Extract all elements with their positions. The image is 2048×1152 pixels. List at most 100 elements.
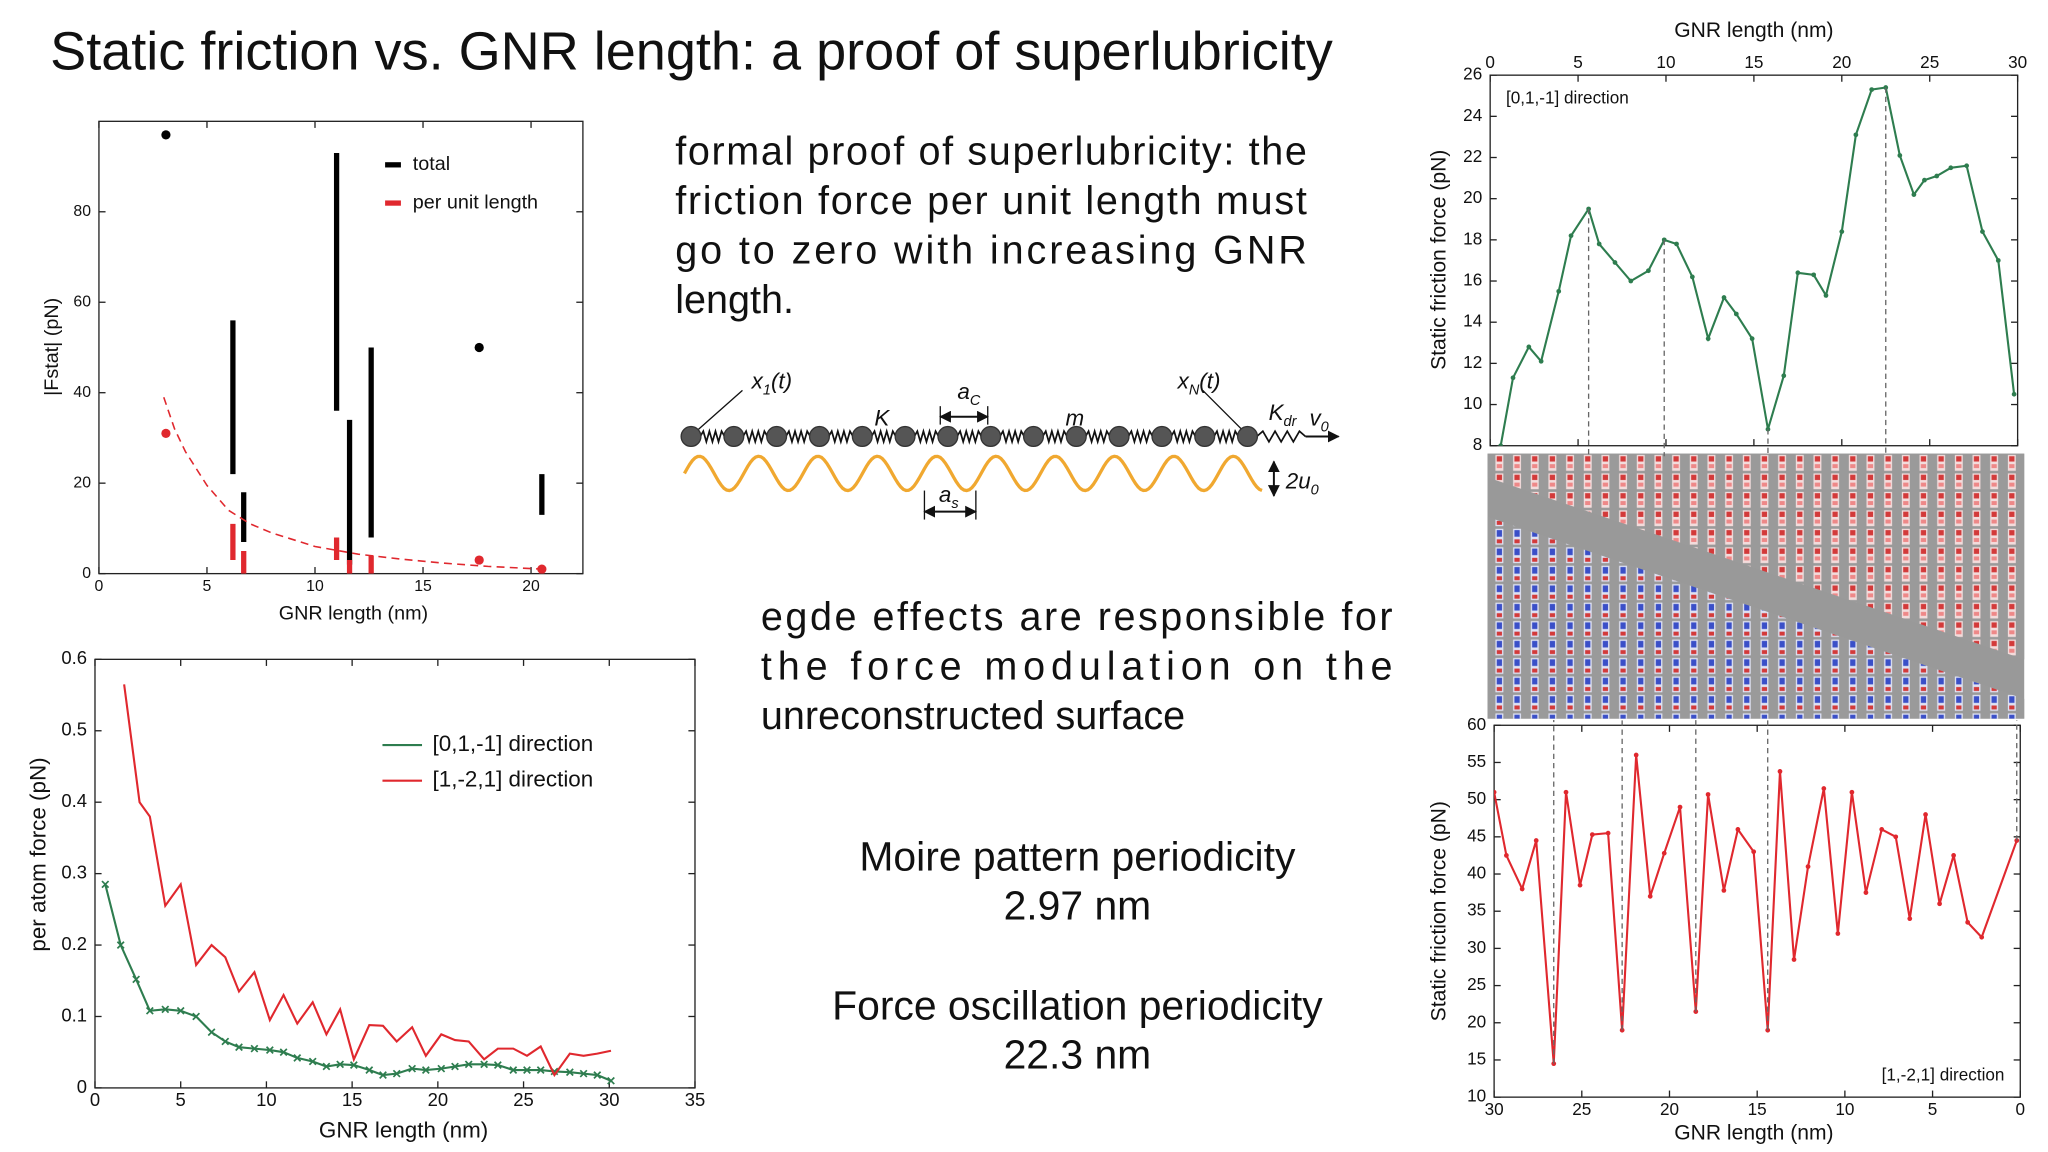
y-tick-label: 26 [1463, 64, 1482, 84]
paragraph-line: formal proof of superlubricity: the [675, 130, 1307, 174]
spring [1256, 429, 1307, 444]
diagram-label: as [939, 482, 959, 512]
marker [1823, 293, 1829, 298]
label-main: x [751, 368, 764, 393]
x-tick-label: 5 [203, 578, 212, 595]
x-tick-label: 25 [1572, 1099, 1591, 1119]
marker [1646, 268, 1651, 274]
marker [1934, 173, 1940, 179]
plot-frame [98, 120, 584, 575]
marker [2011, 391, 2017, 397]
y-tick-label: 0 [77, 1076, 87, 1097]
x-tick-label: 30 [1485, 1099, 1504, 1119]
oscillation-value: 22.3 nm [1004, 1031, 1152, 1077]
marker [1705, 792, 1711, 797]
substrate-wave [682, 454, 1263, 493]
marker [1869, 87, 1875, 92]
marker [480, 1060, 489, 1069]
marker [1853, 132, 1859, 138]
marker [207, 1028, 216, 1037]
marker [279, 1048, 288, 1057]
atom [894, 425, 916, 448]
label-main: a [939, 482, 951, 507]
paragraph-line: length. [675, 278, 794, 322]
marker [1911, 192, 1917, 197]
marker [1628, 278, 1634, 284]
marker [1689, 274, 1695, 280]
marker [1735, 827, 1741, 832]
label-main: m [1066, 405, 1085, 430]
paragraph-line: the force modulation on the [761, 645, 1393, 689]
spring [1084, 428, 1111, 445]
plot-area [101, 684, 615, 1085]
annotation: [0,1,-1] direction [1506, 87, 1629, 107]
y-tick-label: 20 [73, 474, 91, 491]
marker [250, 1044, 259, 1053]
marker [1951, 853, 1956, 858]
marker [593, 1071, 602, 1079]
marker [421, 1066, 430, 1074]
diagram-label: xN(t) [1177, 368, 1221, 398]
chart: 0 5 10 15 20 25 30 8 10 12 14 16 18 20 22 24 26 GNR lengt… [1428, 19, 2027, 457]
marker [1805, 864, 1811, 869]
marker [1612, 260, 1618, 265]
y-tick-label: 16 [1463, 270, 1482, 290]
diagram-label: v0 [1309, 405, 1328, 435]
x-tick-label: 20 [428, 1089, 449, 1110]
y-tick-label: 15 [1467, 1048, 1486, 1068]
marker [1791, 957, 1797, 962]
moire-value: 2.97 nm [1004, 882, 1152, 928]
x-tick-label: 15 [414, 578, 432, 595]
plot-frame [1493, 724, 2021, 1098]
label-sub: 0 [1311, 482, 1319, 498]
y-tick-label: 50 [1467, 788, 1486, 808]
marker [1733, 311, 1739, 317]
marker [493, 1061, 502, 1069]
x-axis-label: GNR length (nm) [1674, 1122, 1833, 1145]
atom [1108, 425, 1130, 448]
marker [265, 1046, 274, 1054]
x-tick-label: 5 [176, 1089, 186, 1110]
y-tick-label: 0.1 [61, 1004, 87, 1025]
y-tick-label: 30 [1467, 937, 1486, 957]
x-tick-label: 10 [256, 1089, 277, 1110]
marker [1677, 804, 1683, 810]
marker [1526, 344, 1532, 350]
x-tick-label: 0 [1485, 52, 1495, 72]
marker [1504, 853, 1509, 858]
marker [1751, 849, 1757, 855]
atom [808, 425, 831, 448]
marker [1879, 827, 1885, 832]
marker [1577, 882, 1583, 888]
y-tick-label: 0.4 [61, 790, 87, 811]
marker [437, 1064, 446, 1073]
marker [365, 1066, 374, 1074]
marker [523, 1066, 531, 1074]
spring [742, 428, 769, 445]
marker [451, 1062, 459, 1071]
marker [1849, 789, 1855, 795]
y-axis-label: Static friction force (pN) [1428, 801, 1451, 1021]
fit-curve [163, 396, 542, 570]
marker [336, 1060, 345, 1069]
atom [980, 425, 1002, 448]
marker [1821, 786, 1827, 791]
y-tick-label: 8 [1473, 434, 1483, 454]
label-main: K [874, 405, 890, 430]
atom [1022, 425, 1045, 448]
moire-image [1487, 453, 2025, 719]
diagram-label: Kdr [1269, 400, 1298, 430]
marker [1749, 336, 1755, 342]
marker [101, 880, 110, 889]
marker [1964, 163, 1970, 169]
marker [1979, 934, 1985, 940]
marker [1781, 373, 1787, 379]
marker [1839, 229, 1845, 234]
marker [235, 1043, 243, 1052]
y-axis-label: per atom force (pN) [26, 757, 51, 951]
marker [1980, 229, 1985, 234]
y-tick-label: 24 [1463, 105, 1483, 125]
marker [1863, 890, 1869, 895]
atom [1065, 425, 1087, 448]
